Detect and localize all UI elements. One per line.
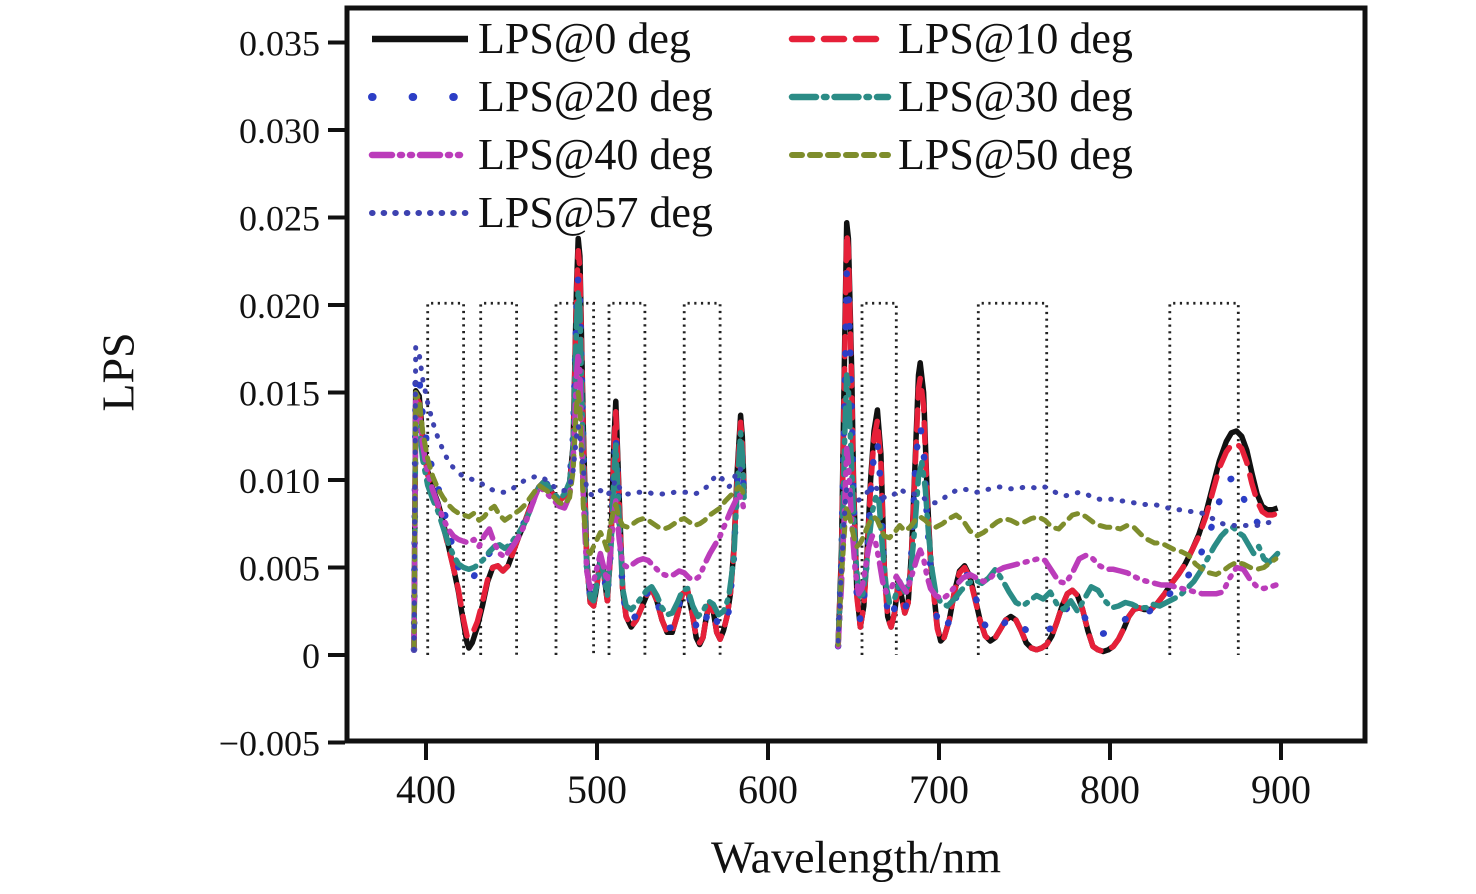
legend-item-lps30: LPS@30 deg xyxy=(788,68,1133,126)
x-tick-label: 900 xyxy=(1251,767,1311,812)
legend-label-lps30: LPS@30 deg xyxy=(898,72,1133,121)
legend-label-lps20: LPS@20 deg xyxy=(478,72,713,121)
legend-swatch-lps40 xyxy=(368,151,472,159)
y-tick-label: 0.020 xyxy=(239,286,320,326)
legend-swatch-lps50 xyxy=(789,152,891,158)
legend-column-2: LPS@10 deg LPS@30 deg LPS@50 deg xyxy=(788,10,1133,184)
y-tick-label: 0.005 xyxy=(239,549,320,589)
legend-label-lps50: LPS@50 deg xyxy=(898,130,1133,179)
band-box xyxy=(479,301,518,655)
band-box xyxy=(976,301,1049,655)
legend-item-lps10: LPS@10 deg xyxy=(788,10,1133,68)
legend-item-lps57: LPS@57 deg xyxy=(368,184,713,242)
series-lps57 xyxy=(411,344,1279,653)
series-lps50 xyxy=(411,390,1279,653)
band-boxes xyxy=(426,301,1240,655)
y-tick-label: 0.010 xyxy=(239,461,320,501)
legend-swatch-lps10 xyxy=(788,35,892,43)
x-axis-title: Wavelength/nm xyxy=(710,831,1002,883)
legend-item-lps0: LPS@0 deg xyxy=(368,10,713,68)
y-tick-label: 0.015 xyxy=(239,374,320,414)
x-tick-label: 700 xyxy=(909,767,969,812)
band-box xyxy=(607,301,647,655)
legend-swatch-lps30 xyxy=(788,93,892,101)
x-tick-label: 500 xyxy=(567,767,627,812)
y-tick-label: 0.025 xyxy=(239,199,320,239)
legend-label-lps40: LPS@40 deg xyxy=(478,130,713,179)
y-tick-label: 0 xyxy=(302,636,320,676)
x-tick-label: 600 xyxy=(738,767,798,812)
x-tick-label: 400 xyxy=(396,767,456,812)
legend-swatch-lps57 xyxy=(369,210,471,216)
plot-border xyxy=(344,5,1368,744)
y-tick-label: 0.035 xyxy=(239,24,320,64)
x-tick-label: 800 xyxy=(1080,767,1140,812)
band-box xyxy=(860,301,898,655)
legend-label-lps57: LPS@57 deg xyxy=(478,188,713,237)
y-axis-title: LPS xyxy=(92,332,144,412)
legend-label-lps10: LPS@10 deg xyxy=(898,14,1133,63)
legend-label-lps0: LPS@0 deg xyxy=(478,14,691,63)
legend-item-lps40: LPS@40 deg xyxy=(368,126,713,184)
y-tick-label: 0.030 xyxy=(239,111,320,151)
legend-item-lps50: LPS@50 deg xyxy=(788,126,1133,184)
series-lines xyxy=(410,220,1281,655)
legend-item-lps20: LPS@20 deg xyxy=(368,68,713,126)
legend-swatch-lps20 xyxy=(368,93,472,101)
legend-column-1: LPS@0 deg LPS@20 deg LPS@40 deg LPS@57 deg xyxy=(368,10,713,242)
band-box xyxy=(1168,301,1240,655)
axes: 0.035 0.030 0.025 0.020 0.015 0.010 0.005 0 −0.0… xyxy=(219,24,1311,813)
y-tick-label: −0.005 xyxy=(219,724,320,764)
legend-swatch-lps0 xyxy=(372,35,468,43)
